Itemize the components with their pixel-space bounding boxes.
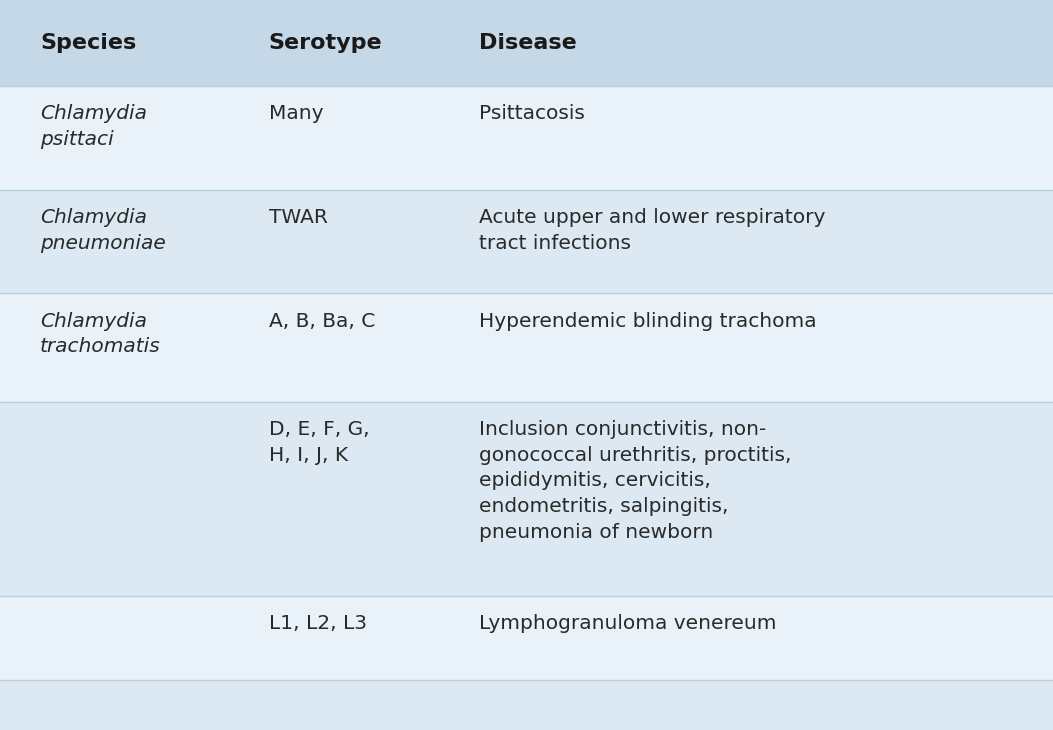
Text: TWAR: TWAR [269, 208, 327, 227]
Text: Chlamydia
trachomatis: Chlamydia trachomatis [40, 312, 161, 356]
Bar [0, 86, 1053, 190]
Text: A, B, Ba, C: A, B, Ba, C [269, 312, 375, 331]
Bar [0, 0, 1053, 86]
Bar [0, 293, 1053, 402]
Text: Psittacosis: Psittacosis [479, 104, 585, 123]
Text: Many: Many [269, 104, 323, 123]
Text: Acute upper and lower respiratory
tract infections: Acute upper and lower respiratory tract … [479, 208, 826, 253]
Bar [0, 596, 1053, 680]
Bar [0, 190, 1053, 293]
Text: Inclusion conjunctivitis, non-
gonococcal urethritis, proctitis,
epididymitis, c: Inclusion conjunctivitis, non- gonococca… [479, 420, 792, 542]
Text: D, E, F, G,
H, I, J, K: D, E, F, G, H, I, J, K [269, 420, 370, 464]
Bar [0, 680, 1053, 730]
Text: Hyperendemic blinding trachoma: Hyperendemic blinding trachoma [479, 312, 817, 331]
Bar [0, 402, 1053, 596]
Text: Disease: Disease [479, 33, 577, 53]
Text: Serotype: Serotype [269, 33, 382, 53]
Text: L1, L2, L3: L1, L2, L3 [269, 614, 366, 633]
Text: Chlamydia
psittaci: Chlamydia psittaci [40, 104, 147, 149]
Text: Lymphogranuloma venereum: Lymphogranuloma venereum [479, 614, 777, 633]
Text: Species: Species [40, 33, 136, 53]
Text: Chlamydia
pneumoniae: Chlamydia pneumoniae [40, 208, 165, 253]
